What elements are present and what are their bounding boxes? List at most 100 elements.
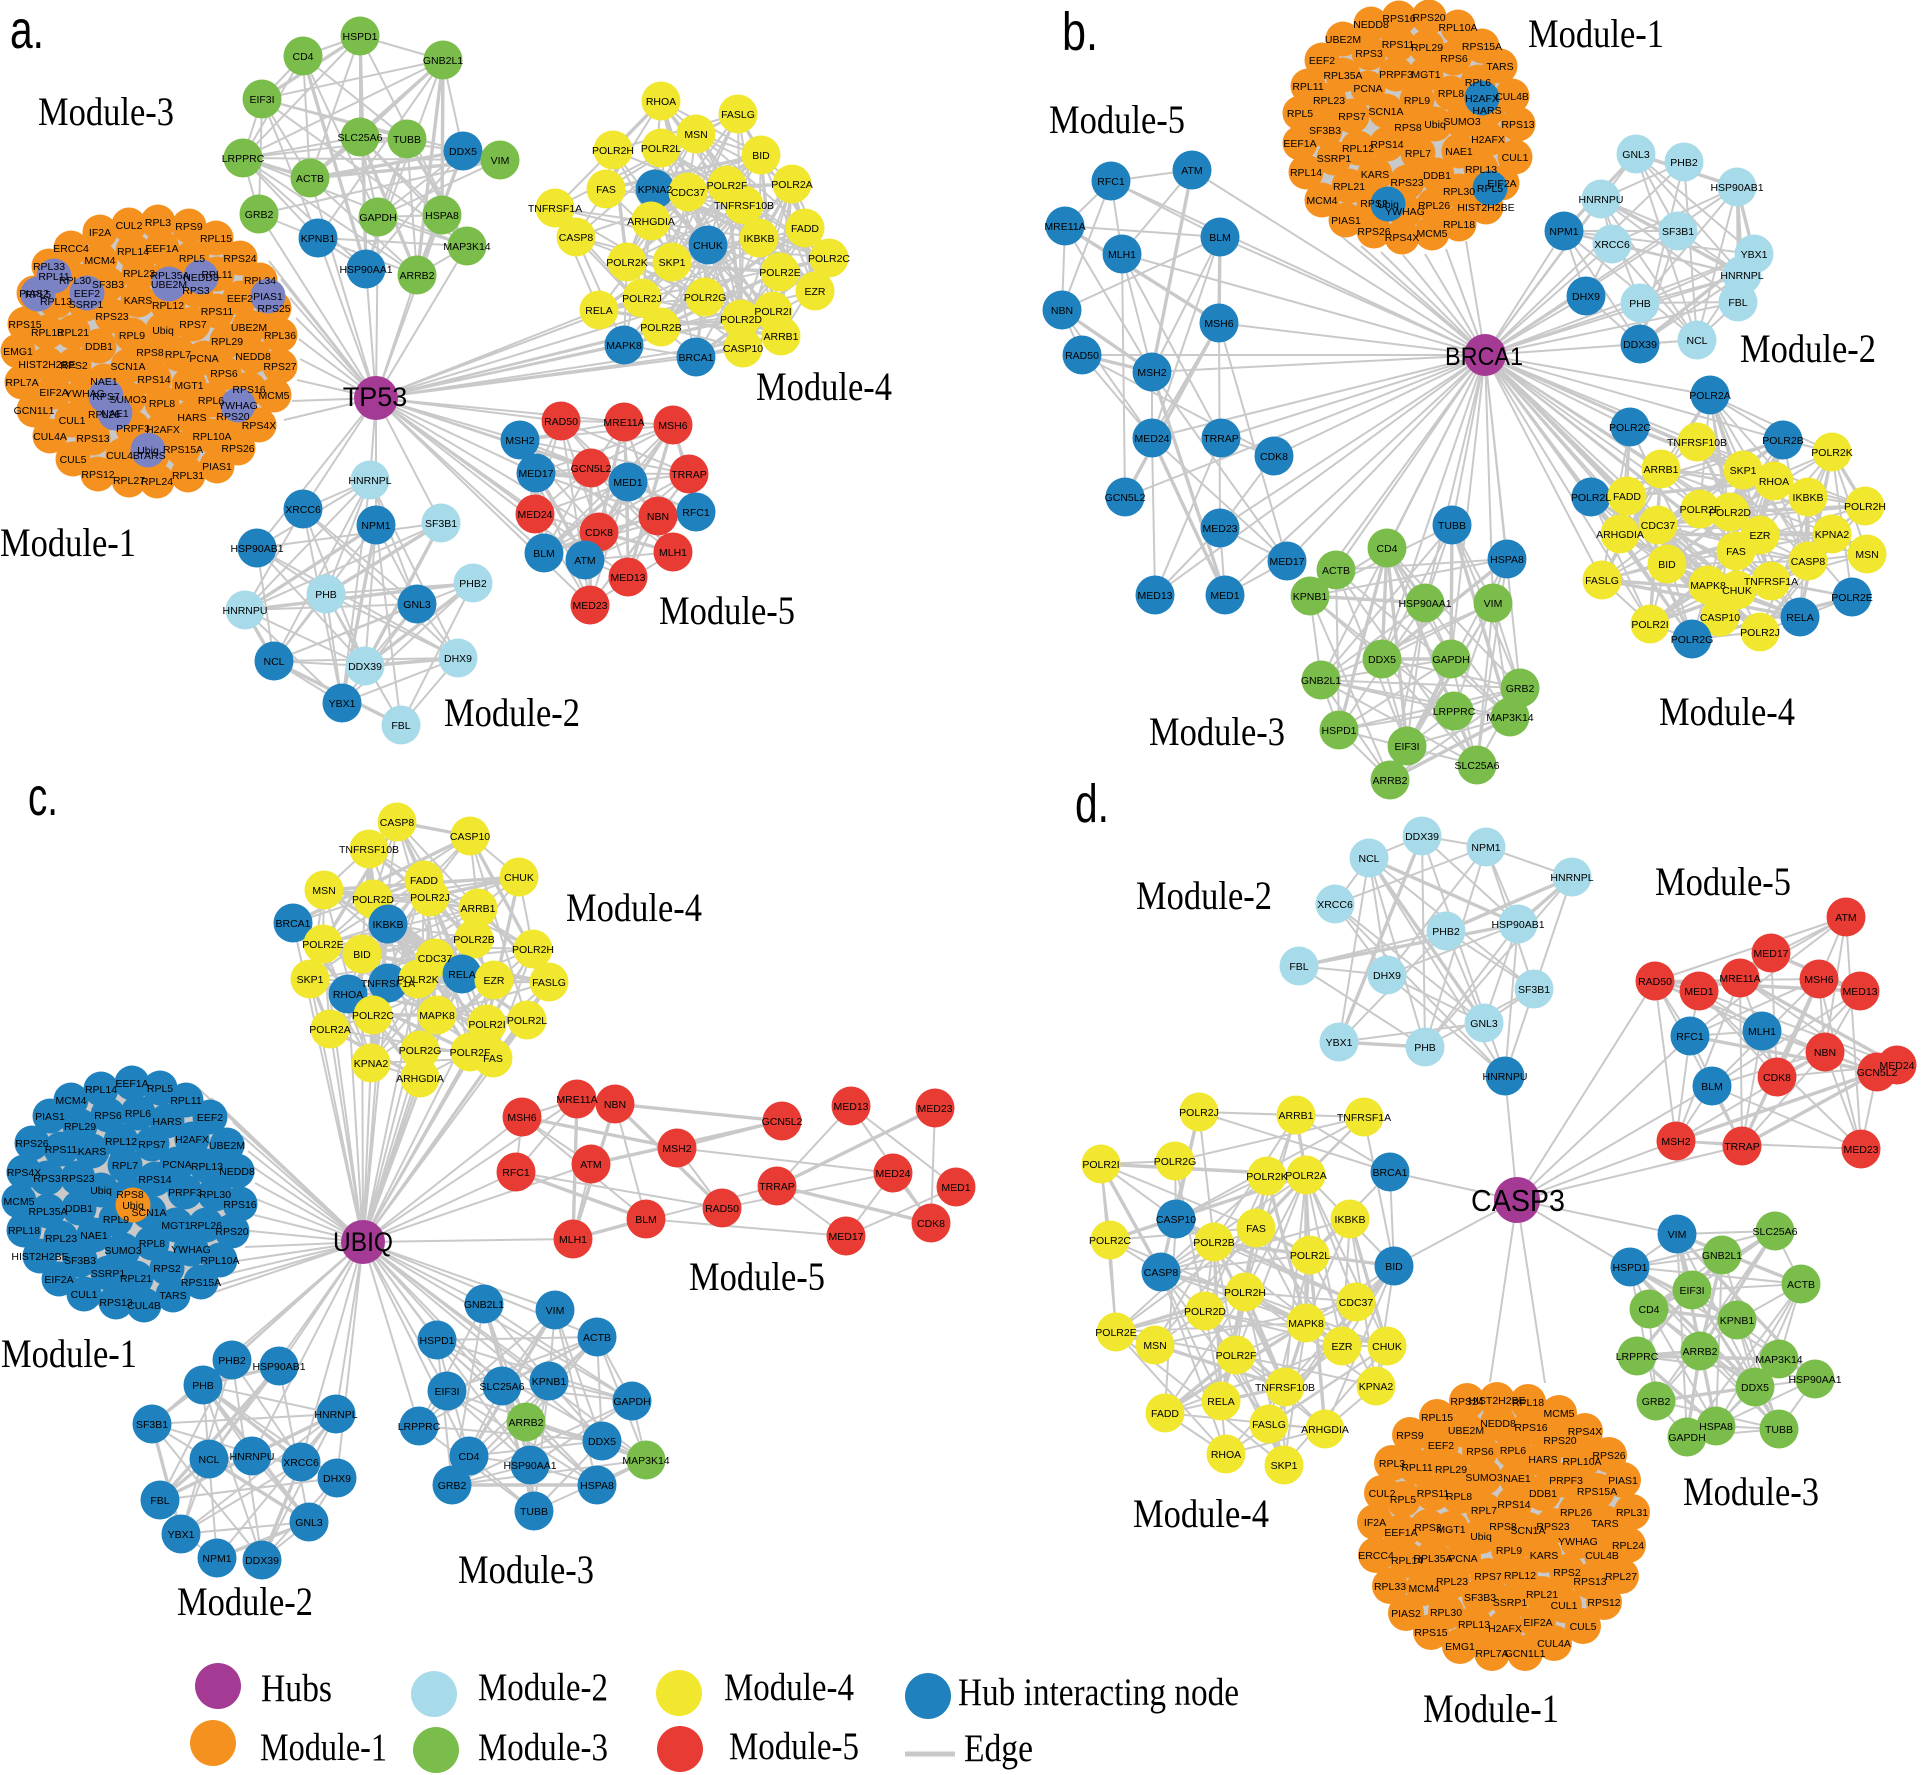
svg-text:RPL21: RPL21 xyxy=(1333,181,1365,193)
svg-text:GRB2: GRB2 xyxy=(438,1480,467,1492)
svg-text:CUL4A: CUL4A xyxy=(33,431,67,443)
svg-text:RPL7: RPL7 xyxy=(1471,1505,1497,1517)
svg-text:MGT1: MGT1 xyxy=(161,1220,190,1232)
svg-text:RPL26: RPL26 xyxy=(190,1220,222,1232)
svg-text:RPL23: RPL23 xyxy=(45,1233,77,1245)
svg-text:RPS20: RPS20 xyxy=(216,411,249,423)
svg-text:CASP10: CASP10 xyxy=(1156,1214,1196,1226)
svg-text:SF3B3: SF3B3 xyxy=(64,1255,96,1267)
svg-text:EEF1A: EEF1A xyxy=(145,243,178,255)
svg-text:d.: d. xyxy=(1075,774,1109,834)
svg-text:RAD50: RAD50 xyxy=(1065,350,1099,362)
svg-text:POLR2A: POLR2A xyxy=(771,179,812,191)
svg-text:Module-4: Module-4 xyxy=(1133,1491,1269,1536)
svg-text:HSPD1: HSPD1 xyxy=(342,31,377,43)
svg-text:RPL21: RPL21 xyxy=(57,327,89,339)
svg-text:RPS24: RPS24 xyxy=(223,253,256,265)
svg-text:CD4: CD4 xyxy=(458,1451,479,1463)
svg-text:RPL30: RPL30 xyxy=(199,1189,231,1201)
svg-text:NCL: NCL xyxy=(263,656,284,668)
svg-text:RPL10A: RPL10A xyxy=(1438,22,1477,34)
svg-text:RPL21: RPL21 xyxy=(120,1273,152,1285)
svg-text:KPNA2: KPNA2 xyxy=(1815,529,1850,541)
svg-text:RPS8: RPS8 xyxy=(1489,1521,1517,1533)
svg-text:RPS11: RPS11 xyxy=(1382,39,1415,51)
svg-text:EIF2A: EIF2A xyxy=(44,1274,73,1286)
svg-text:RPS14: RPS14 xyxy=(1497,1499,1530,1511)
svg-text:EIF2A: EIF2A xyxy=(39,387,68,399)
svg-text:DDX5: DDX5 xyxy=(449,146,477,158)
svg-text:PCNA: PCNA xyxy=(1353,83,1382,95)
svg-text:FASLG: FASLG xyxy=(1252,1419,1286,1431)
svg-text:HNRNPL: HNRNPL xyxy=(1720,270,1763,282)
svg-text:MED1: MED1 xyxy=(941,1182,970,1194)
svg-text:RPL9: RPL9 xyxy=(103,1214,129,1226)
svg-text:b.: b. xyxy=(1062,2,1098,62)
svg-text:EIF2A: EIF2A xyxy=(1487,178,1516,190)
svg-text:RPL24: RPL24 xyxy=(141,476,173,488)
svg-text:BID: BID xyxy=(1385,1261,1403,1273)
svg-text:RPL13: RPL13 xyxy=(191,1161,223,1173)
svg-text:CASP10: CASP10 xyxy=(1700,612,1740,624)
svg-text:GNB2L1: GNB2L1 xyxy=(1301,675,1341,687)
svg-text:RPL18: RPL18 xyxy=(31,327,63,339)
svg-text:ARHGDIA: ARHGDIA xyxy=(627,216,675,228)
svg-text:TRRAP: TRRAP xyxy=(671,469,707,481)
svg-text:GAPDH: GAPDH xyxy=(1432,654,1469,666)
svg-text:HIST2H2BE: HIST2H2BE xyxy=(1457,202,1514,214)
svg-text:RPL30: RPL30 xyxy=(1430,1607,1462,1619)
svg-text:RPL29: RPL29 xyxy=(64,1121,96,1133)
svg-text:FADD: FADD xyxy=(791,223,819,235)
svg-text:RPL26: RPL26 xyxy=(1418,200,1450,212)
svg-text:MED24: MED24 xyxy=(1134,433,1169,445)
svg-text:EMG1: EMG1 xyxy=(1445,1641,1475,1653)
svg-text:POLR2G: POLR2G xyxy=(1671,634,1714,646)
svg-text:POLR2I: POLR2I xyxy=(1082,1159,1119,1171)
svg-text:POLR2F: POLR2F xyxy=(707,180,748,192)
svg-text:RPS3: RPS3 xyxy=(1414,1522,1442,1534)
svg-text:RPL31: RPL31 xyxy=(172,470,204,482)
svg-text:SKP1: SKP1 xyxy=(1730,465,1757,477)
svg-text:RPL5: RPL5 xyxy=(179,253,205,265)
svg-text:ATM: ATM xyxy=(574,555,595,567)
svg-text:RPL7A: RPL7A xyxy=(1475,1648,1508,1660)
svg-text:BRCA1: BRCA1 xyxy=(275,918,310,930)
svg-text:NCL: NCL xyxy=(1686,335,1707,347)
svg-text:RPL23: RPL23 xyxy=(123,268,155,280)
svg-text:HIST2H2BE: HIST2H2BE xyxy=(18,359,75,371)
svg-text:RPS3: RPS3 xyxy=(33,1173,61,1185)
svg-text:Ubiq: Ubiq xyxy=(1424,119,1446,131)
svg-text:RPL35A: RPL35A xyxy=(28,1206,67,1218)
svg-text:POLR2C: POLR2C xyxy=(1609,422,1651,434)
svg-text:RPL14: RPL14 xyxy=(1391,1555,1423,1567)
svg-text:UBIQ: UBIQ xyxy=(333,1227,393,1257)
svg-text:POLR2F: POLR2F xyxy=(450,1047,491,1059)
svg-text:MCM4: MCM4 xyxy=(1307,195,1338,207)
svg-text:SSRP1: SSRP1 xyxy=(1317,153,1352,165)
svg-text:RHOA: RHOA xyxy=(1759,476,1789,488)
svg-text:BLM: BLM xyxy=(1209,232,1231,244)
svg-text:SSRP1: SSRP1 xyxy=(91,1268,126,1280)
svg-text:MED1: MED1 xyxy=(613,477,642,489)
svg-text:NBN: NBN xyxy=(1814,1047,1836,1059)
svg-text:FAS: FAS xyxy=(1246,1223,1266,1235)
svg-text:KARS: KARS xyxy=(1530,1550,1559,1562)
svg-text:RPL18: RPL18 xyxy=(1443,219,1475,231)
svg-text:RPS12: RPS12 xyxy=(81,469,114,481)
svg-text:RELA: RELA xyxy=(1786,612,1813,624)
svg-text:RPL9: RPL9 xyxy=(119,330,145,342)
svg-text:RPL21: RPL21 xyxy=(1526,1589,1558,1601)
svg-text:Ubiq: Ubiq xyxy=(137,445,159,457)
svg-text:RPS24: RPS24 xyxy=(1450,1396,1483,1408)
svg-text:RPS20: RPS20 xyxy=(1543,1435,1576,1447)
svg-text:YWHAG: YWHAG xyxy=(218,400,258,412)
svg-text:PRPF3: PRPF3 xyxy=(1379,69,1413,81)
svg-text:HARS: HARS xyxy=(177,412,206,424)
svg-text:CUL4B: CUL4B xyxy=(1495,91,1529,103)
svg-text:NAE1: NAE1 xyxy=(1503,1473,1531,1485)
svg-text:RPL35A: RPL35A xyxy=(1413,1553,1452,1565)
svg-text:H2AFX: H2AFX xyxy=(175,1134,209,1146)
svg-text:SF3B3: SF3B3 xyxy=(92,279,124,291)
svg-text:RPS15A: RPS15A xyxy=(1577,1486,1617,1498)
svg-text:CD4: CD4 xyxy=(1638,1304,1659,1316)
